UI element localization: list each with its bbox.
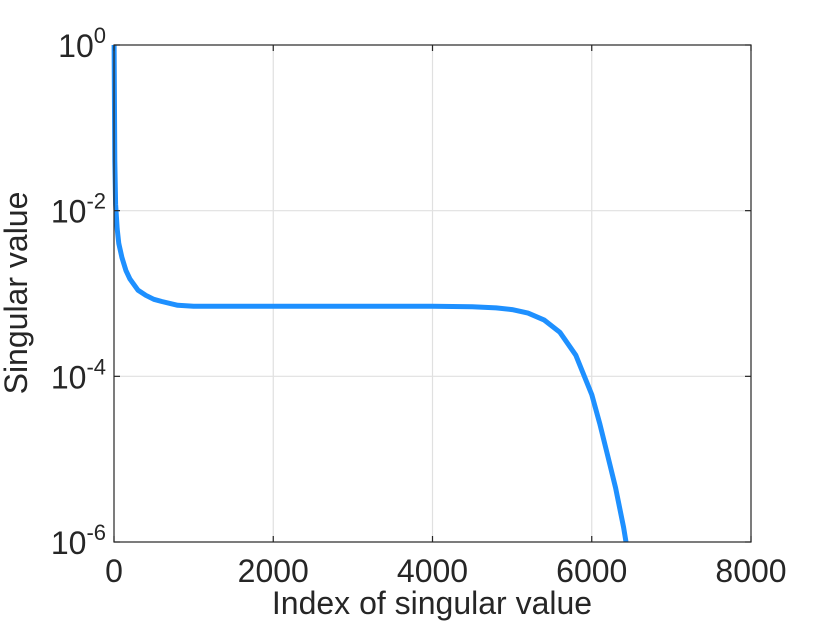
series-layer [111,44,629,543]
x-tick-label: 8000 [715,553,786,589]
x-tick-label: 4000 [397,553,468,589]
y-gridlines [114,210,751,377]
x-gridlines [272,45,593,542]
y-ticks: 10-6 10-4 10-2 100 [51,23,751,561]
x-tick-label: 0 [105,553,123,589]
y-tick-label: 100 [58,23,106,64]
y-tick-label: 10-2 [51,189,106,230]
y-tick-label: 10-4 [51,354,106,395]
y-tick-label: 10-6 [51,520,106,561]
series-line-0 [111,44,629,543]
x-tick-label: 6000 [556,553,627,589]
x-axis-title: Index of singular value [272,585,592,621]
x-ticks: 0 2000 4000 6000 8000 [105,45,787,589]
x-tick-label: 2000 [238,553,309,589]
y-axis-title: Singular value [0,192,34,395]
